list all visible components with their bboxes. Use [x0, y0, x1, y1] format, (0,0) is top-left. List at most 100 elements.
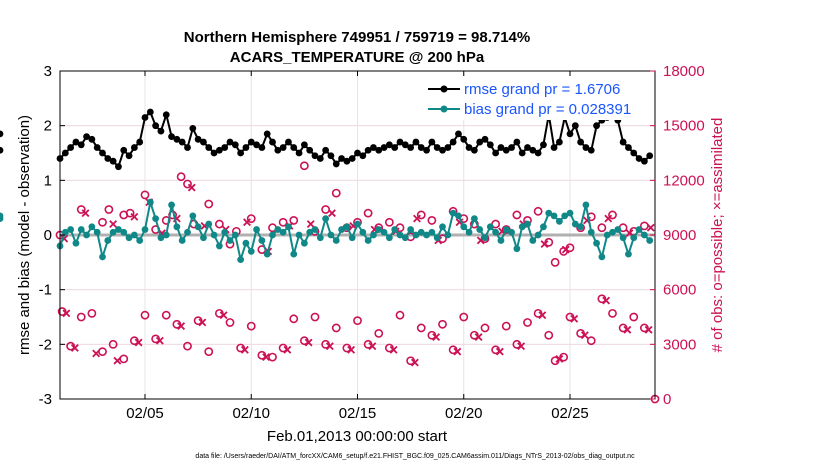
- rmse-point-42: [279, 144, 287, 151]
- y-tick-label-3: 0: [44, 227, 52, 244]
- bias-point-95: [561, 212, 569, 220]
- rmse-point-58: [364, 146, 372, 154]
- obs-possible-upper-3: [104, 205, 114, 214]
- bias-point-7: [93, 228, 101, 236]
- obs-assimilated-upper-13: [306, 220, 315, 229]
- rmse-point-93: [550, 144, 558, 151]
- rmse-point-2: [67, 144, 75, 151]
- bias-point-60: [375, 226, 383, 233]
- bias-point-13: [125, 234, 133, 242]
- bias-point-72: [439, 223, 446, 231]
- x-tick-label-0: 02/05: [126, 405, 164, 422]
- rmse-point-23: [178, 138, 186, 146]
- y-tick-label-5: -2: [39, 336, 52, 353]
- obs-assimilated-lower-21: [495, 347, 504, 356]
- bias-point-108: [630, 234, 638, 242]
- rmse-point-99: [582, 144, 590, 151]
- rmse-point-1: [61, 149, 69, 157]
- rmse-point-60: [375, 146, 383, 154]
- obs-possible-upper-1: [76, 205, 86, 214]
- obs-assimilated-lower-22: [517, 342, 526, 351]
- obs-possible-upper-46: [550, 257, 560, 267]
- bias-point-34: [237, 256, 245, 263]
- obs-possible-upper-25: [331, 188, 341, 198]
- obs-possible-upper-34: [427, 216, 437, 225]
- rmse-point-20: [162, 111, 170, 119]
- rmse-point-101: [593, 122, 600, 130]
- obs-assimilated-lower-26: [580, 331, 589, 340]
- bias-point-29: [210, 231, 218, 239]
- bias-point-42: [279, 228, 287, 236]
- bias-point-94: [555, 217, 563, 225]
- obs-assimilated-upper-10: [243, 218, 251, 227]
- rmse-point-25: [189, 124, 197, 132]
- obs-assimilated-upper-27: [604, 214, 613, 223]
- rmse-point-84: [502, 146, 510, 154]
- rmse-point-108: [630, 149, 638, 157]
- bias-point-35: [242, 239, 250, 247]
- rmse-point-85: [508, 144, 515, 151]
- bias-point-33: [231, 231, 239, 239]
- rmse-point-11: [115, 163, 122, 171]
- bias-point-46: [300, 239, 308, 247]
- rmse-point-54: [343, 157, 351, 165]
- obs-possible-lower-10: [161, 310, 171, 320]
- y2-tick-label-5: 3000: [663, 336, 696, 353]
- obs-assimilated-lower-28: [623, 325, 632, 334]
- rmse-point-106: [619, 138, 627, 146]
- obs-assimilated-upper-18: [413, 214, 421, 223]
- rmse-point-3: [72, 138, 80, 146]
- obs-possible-lower-5: [108, 339, 118, 349]
- obs-assimilated-lower-2: [92, 349, 101, 358]
- bias-point-10: [109, 228, 117, 236]
- y2-axis-label: # of obs: o=possible; ×=assimilated: [709, 118, 726, 353]
- bias-point-62: [385, 234, 393, 242]
- obs-possible-upper-2: [98, 217, 107, 227]
- obs-assimilated-lower-27: [602, 296, 611, 305]
- bias-point-85: [508, 228, 515, 236]
- y-tick-label-4: -1: [39, 282, 52, 299]
- obs-assimilated-lower-16: [389, 345, 398, 354]
- obs-assimilated-upper-24: [540, 240, 549, 249]
- legend-bias-marker: [440, 105, 448, 113]
- obs-assimilated-lower-11: [283, 345, 292, 354]
- rmse-point-34: [237, 149, 245, 157]
- rmse-point-61: [380, 144, 388, 151]
- rmse-point-79: [476, 138, 484, 146]
- obs-assimilated-lower-18: [432, 333, 441, 341]
- rmse-point-59: [370, 144, 377, 151]
- bias-point-18: [152, 215, 160, 223]
- obs-assimilated-lower-3: [113, 356, 122, 365]
- bias-point-50: [322, 215, 330, 223]
- obs-assimilated-lower-19: [453, 347, 462, 356]
- rmse-point-74: [449, 138, 457, 146]
- obs-assimilated-upper-2: [109, 220, 118, 229]
- obs-possible-lower-24: [310, 312, 320, 322]
- bias-point-97: [571, 220, 579, 228]
- obs-assimilated-lower-15: [368, 342, 377, 351]
- bias-point-91: [540, 223, 547, 231]
- rmse-point-49: [316, 155, 324, 162]
- rmse-point-15: [136, 138, 144, 146]
- chart-title-line1: Northern Hemisphere 749951 / 759719 = 98…: [184, 29, 530, 46]
- bias-point-6: [88, 223, 96, 231]
- rmse-point-16: [141, 114, 149, 121]
- obs-assimilated-lower-24: [555, 354, 564, 363]
- bias-point-71: [433, 234, 441, 242]
- bias-point-8: [99, 253, 106, 261]
- bias-point-78: [470, 215, 478, 223]
- bias-point-28: [205, 220, 213, 228]
- obs-assimilated-lower-13: [325, 342, 334, 351]
- bias-point-43: [285, 223, 292, 231]
- obs-assimilated-upper-7: [187, 183, 196, 192]
- obs-possible-lower-8: [140, 310, 150, 320]
- bias-point-30: [215, 242, 223, 250]
- bias-point-92: [545, 209, 553, 217]
- rmse-point-73: [444, 144, 452, 151]
- obs-possible-lower-28: [353, 316, 362, 326]
- y-tick-label-2: 1: [44, 172, 52, 189]
- obs-possible-upper-33: [416, 210, 426, 220]
- rmse-point-22: [173, 135, 181, 143]
- bias-point-27: [200, 234, 207, 242]
- obs-assimilated-upper-1: [81, 209, 90, 218]
